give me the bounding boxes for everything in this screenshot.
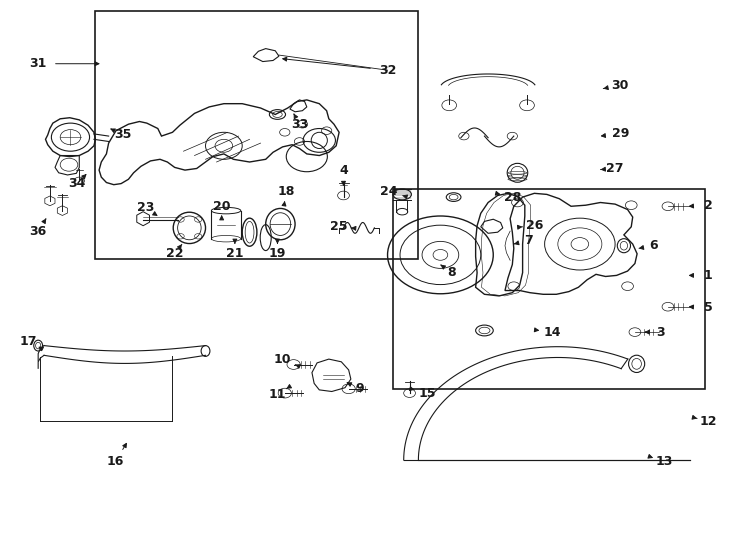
Text: 6: 6 — [649, 239, 658, 252]
Text: 25: 25 — [330, 220, 348, 233]
Text: 21: 21 — [226, 247, 244, 260]
Text: 18: 18 — [277, 185, 295, 198]
Text: 34: 34 — [68, 177, 86, 190]
Text: 22: 22 — [166, 247, 184, 260]
Text: 24: 24 — [380, 185, 398, 198]
Bar — [393, 189, 705, 389]
Text: 7: 7 — [524, 234, 533, 247]
Text: 28: 28 — [504, 191, 521, 204]
Text: 14: 14 — [543, 326, 561, 339]
Text: 23: 23 — [137, 201, 154, 214]
Bar — [95, 11, 418, 259]
Text: 1: 1 — [704, 269, 713, 282]
Text: 30: 30 — [611, 79, 629, 92]
Text: 8: 8 — [447, 266, 456, 279]
Text: 12: 12 — [700, 415, 717, 428]
Text: 36: 36 — [29, 225, 47, 238]
Text: 27: 27 — [606, 162, 624, 175]
Text: 31: 31 — [29, 57, 47, 70]
Text: 4: 4 — [339, 164, 348, 177]
Text: 26: 26 — [526, 219, 543, 232]
Text: 33: 33 — [291, 118, 308, 131]
Text: 5: 5 — [704, 301, 713, 314]
Text: 19: 19 — [269, 247, 286, 260]
Text: 13: 13 — [655, 455, 673, 468]
Text: 20: 20 — [213, 200, 230, 213]
Text: 15: 15 — [418, 387, 436, 400]
Text: 32: 32 — [379, 64, 396, 77]
Text: 17: 17 — [19, 335, 37, 348]
Text: 29: 29 — [611, 127, 629, 140]
Text: 9: 9 — [355, 382, 364, 395]
Text: 10: 10 — [274, 353, 291, 366]
Text: 3: 3 — [656, 326, 665, 339]
Text: 11: 11 — [269, 388, 286, 401]
Text: 35: 35 — [115, 129, 132, 141]
Text: 16: 16 — [106, 455, 124, 468]
Text: 2: 2 — [704, 199, 713, 212]
